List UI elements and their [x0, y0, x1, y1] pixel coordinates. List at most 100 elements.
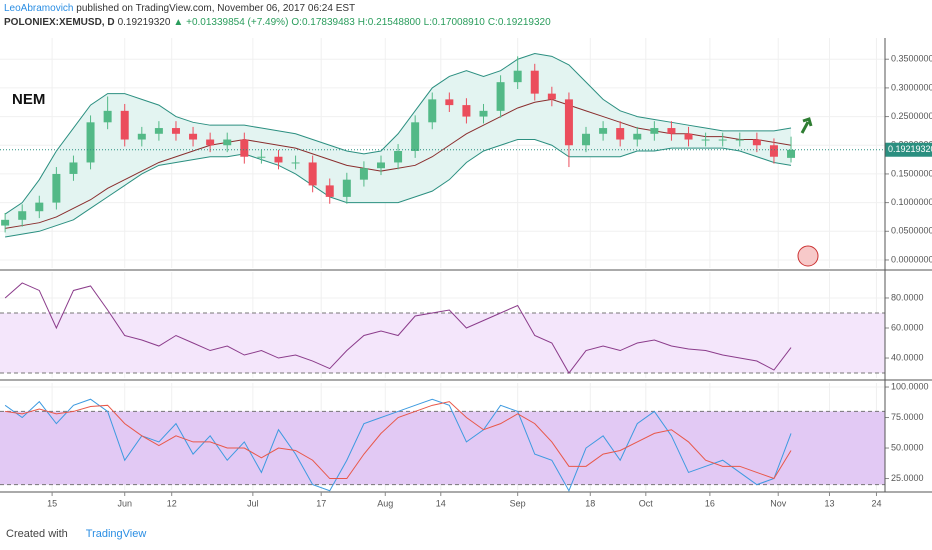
candle-body — [496, 82, 505, 111]
candle-body — [411, 122, 420, 151]
candle-body — [667, 128, 676, 134]
last: 0.19219320 — [117, 17, 171, 28]
x-tick-label: 13 — [824, 498, 834, 508]
candle-body — [137, 133, 146, 140]
candle-body — [513, 70, 522, 83]
brand[interactable]: TradingView — [85, 528, 147, 540]
published: published on TradingView.com, November 0… — [76, 3, 356, 14]
candle-body — [787, 149, 796, 158]
candle-body — [359, 168, 368, 180]
footer: Created with TradingView — [6, 528, 146, 540]
candle-body — [35, 202, 44, 212]
candle-body — [376, 162, 385, 169]
candle-body — [428, 99, 437, 123]
candle-body — [684, 133, 693, 140]
y-tick-label: 80.0000 — [891, 292, 924, 302]
x-tick-label: Sep — [510, 498, 526, 508]
candle-body — [735, 139, 744, 141]
candle-body — [223, 139, 232, 146]
arrow-icon — [800, 117, 813, 134]
candle-body — [564, 99, 573, 146]
candle-body — [633, 133, 642, 140]
x-tick-label: Jun — [117, 498, 132, 508]
candle-body — [240, 139, 249, 157]
current-price-label: 0.19219320 — [888, 144, 932, 154]
candle-body — [257, 156, 266, 158]
x-tick-label: Jul — [247, 498, 259, 508]
publish-line: LeoAbramovich published on TradingView.c… — [4, 2, 554, 16]
candle-body — [445, 99, 454, 106]
flag-icon — [797, 245, 819, 267]
y-tick-label: 100.0000 — [891, 381, 929, 391]
author[interactable]: LeoAbramovich — [4, 3, 74, 14]
candle-body — [18, 211, 27, 220]
created-with: Created with — [6, 528, 68, 540]
current-price-box — [885, 142, 932, 157]
candle-body — [274, 156, 283, 163]
candle-body — [547, 93, 556, 100]
open: O:0.17839483 — [291, 17, 355, 28]
candle-body — [599, 128, 608, 134]
candle-body — [530, 70, 539, 94]
candle-body — [394, 150, 403, 163]
chart-title: NEM — [12, 91, 45, 108]
candle-body — [650, 128, 659, 134]
x-tick-label: 14 — [436, 498, 446, 508]
bb-upper — [4, 52, 792, 215]
y-tick-label: 60.0000 — [891, 322, 924, 332]
high: H:0.21548800 — [357, 17, 421, 28]
candle-body — [718, 139, 727, 141]
x-tick-label: 18 — [585, 498, 595, 508]
header: LeoAbramovich published on TradingView.c… — [4, 2, 554, 30]
candle-body — [752, 139, 761, 146]
candle-body — [701, 139, 710, 141]
candle-body — [342, 179, 351, 197]
y-tick-label: 50.0000 — [891, 442, 924, 452]
candle-body — [291, 162, 300, 164]
indicator-line — [4, 282, 792, 374]
candle-body — [462, 105, 471, 117]
indicator-line — [4, 398, 792, 492]
candle-body — [52, 173, 61, 203]
candle-body — [86, 122, 95, 163]
x-tick-label: Oct — [639, 498, 654, 508]
candle-body — [189, 133, 198, 140]
candle-body — [103, 110, 112, 123]
candle-body — [616, 128, 625, 140]
candle-body — [769, 145, 778, 157]
x-tick-label: 16 — [705, 498, 715, 508]
y-tick-label: 75.0000 — [891, 412, 924, 422]
symbol: POLONIEX:XEMUSD, D — [4, 17, 115, 28]
x-tick-label: 17 — [316, 498, 326, 508]
candle-body — [154, 128, 163, 134]
candle-body — [206, 139, 215, 146]
x-tick-label: Aug — [377, 498, 393, 508]
y-tick-label: 40.0000 — [891, 352, 924, 362]
candle-body — [1, 219, 10, 226]
candle-body — [120, 110, 129, 140]
x-tick-label: 24 — [871, 498, 881, 508]
candle-body — [69, 162, 78, 174]
band-fill — [0, 411, 885, 485]
band-fill — [0, 312, 885, 374]
change: ▲ +0.01339854 (+7.49%) — [173, 17, 289, 28]
candle-body — [325, 185, 334, 197]
symbol-line: POLONIEX:XEMUSD, D 0.19219320 ▲ +0.0133985… — [4, 16, 554, 30]
y-tick-label: 25.0000 — [891, 473, 924, 483]
x-tick-label: 12 — [167, 498, 177, 508]
x-tick-label: Nov — [770, 498, 787, 508]
low: L:0.17008910 — [423, 17, 485, 28]
x-tick-label: 15 — [47, 498, 57, 508]
candle-body — [308, 162, 317, 186]
indicator-line — [5, 401, 792, 480]
candle-body — [171, 128, 180, 134]
